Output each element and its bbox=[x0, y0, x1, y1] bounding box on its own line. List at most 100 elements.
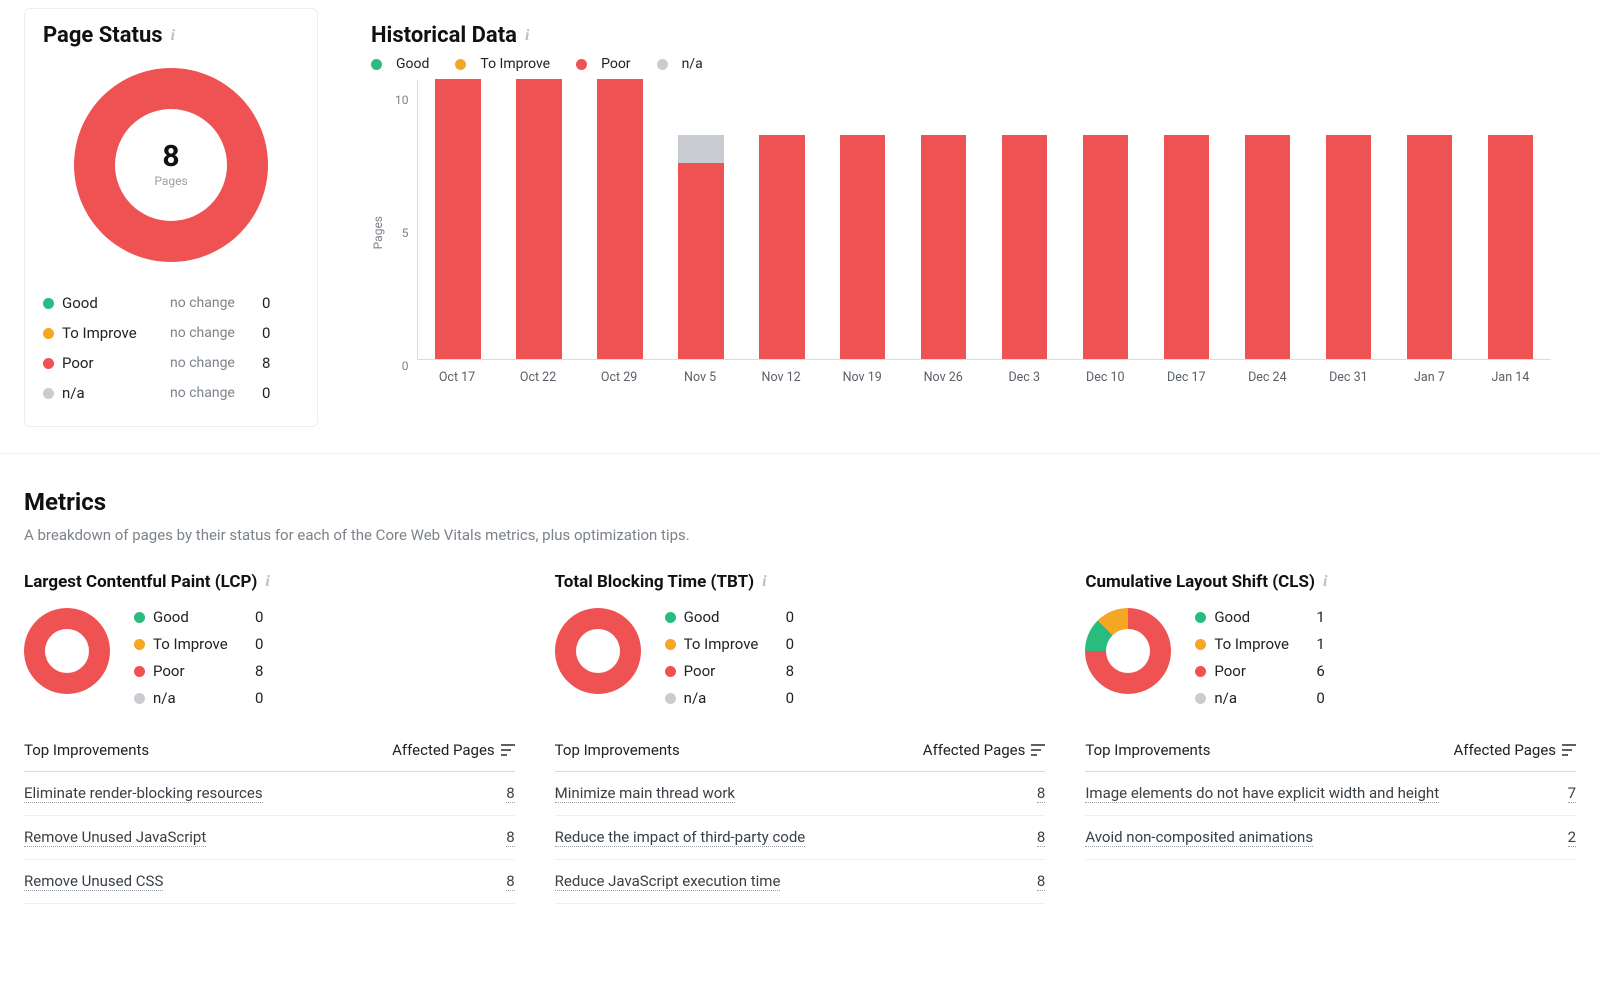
improvement-count[interactable]: 8 bbox=[1037, 784, 1045, 803]
legend-dot-icon bbox=[1195, 693, 1206, 704]
legend-dot-icon bbox=[134, 693, 145, 704]
legend-dot-icon bbox=[665, 666, 676, 677]
info-icon[interactable]: i bbox=[1323, 573, 1327, 591]
historical-bar[interactable] bbox=[418, 80, 499, 359]
metric-title: Largest Contentful Paint (LCP) i bbox=[24, 572, 515, 592]
legend-dot-icon bbox=[134, 666, 145, 677]
metric-legend-count: 0 bbox=[255, 689, 263, 707]
info-icon[interactable]: i bbox=[525, 27, 529, 45]
improvement-link[interactable]: Minimize main thread work bbox=[555, 784, 735, 803]
bar-segment-poor bbox=[1245, 135, 1290, 359]
legend-dot-icon bbox=[43, 298, 54, 309]
metric-legend-row: To Improve0 bbox=[134, 635, 263, 653]
legend-dot-icon bbox=[134, 612, 145, 623]
metric-legend-count: 8 bbox=[255, 662, 263, 680]
historical-chart: Pages 1050 Oct 17Oct 22Oct 29Nov 5Nov 12… bbox=[371, 80, 1551, 385]
historical-bar[interactable] bbox=[1389, 80, 1470, 359]
bar-segment-poor bbox=[1407, 135, 1452, 359]
legend-dot-icon bbox=[455, 59, 466, 70]
info-icon[interactable]: i bbox=[265, 573, 269, 591]
historical-legend-item: To Improve bbox=[455, 56, 550, 72]
page-status-center-value: 8 bbox=[162, 142, 179, 172]
metric-donut bbox=[555, 608, 641, 694]
improvement-count[interactable]: 7 bbox=[1568, 784, 1576, 803]
bar-segment-poor bbox=[921, 135, 966, 359]
legend-dot-icon bbox=[665, 693, 676, 704]
x-label: Dec 10 bbox=[1065, 370, 1146, 385]
metric-legend-label: Poor bbox=[1214, 662, 1316, 680]
x-label: Nov 19 bbox=[822, 370, 903, 385]
improvement-link[interactable]: Reduce JavaScript execution time bbox=[555, 872, 781, 891]
historical-bar[interactable] bbox=[741, 80, 822, 359]
metric-legend-label: Good bbox=[684, 608, 786, 626]
historical-bar[interactable] bbox=[498, 80, 579, 359]
metric-legend-row: Poor8 bbox=[665, 662, 794, 680]
improvement-link[interactable]: Remove Unused CSS bbox=[24, 872, 163, 891]
historical-legend: GoodTo ImprovePoorn/a bbox=[371, 56, 1551, 72]
page-status-card: Page Status i 8 Pages Goodno change0To I… bbox=[24, 8, 318, 427]
improvement-link[interactable]: Reduce the impact of third-party code bbox=[555, 828, 806, 847]
historical-bar[interactable] bbox=[903, 80, 984, 359]
improvement-link[interactable]: Remove Unused JavaScript bbox=[24, 828, 206, 847]
x-label: Jan 14 bbox=[1470, 370, 1551, 385]
legend-change: no change bbox=[170, 355, 262, 371]
improvement-count[interactable]: 8 bbox=[1037, 872, 1045, 891]
improvement-link[interactable]: Image elements do not have explicit widt… bbox=[1085, 784, 1439, 803]
historical-bars bbox=[417, 80, 1552, 360]
historical-bar[interactable] bbox=[579, 80, 660, 359]
improvements-header: Top ImprovementsAffected Pages bbox=[1085, 731, 1576, 772]
historical-bar[interactable] bbox=[1470, 80, 1551, 359]
historical-bar[interactable] bbox=[660, 80, 741, 359]
metric-title: Total Blocking Time (TBT) i bbox=[555, 572, 1046, 592]
legend-count: 8 bbox=[262, 354, 270, 372]
info-icon[interactable]: i bbox=[171, 27, 175, 45]
metric-legend-label: Poor bbox=[153, 662, 255, 680]
legend-dot-icon bbox=[665, 639, 676, 650]
improvement-link[interactable]: Avoid non-composited animations bbox=[1085, 828, 1313, 847]
x-label: Dec 31 bbox=[1308, 370, 1389, 385]
improvement-count[interactable]: 2 bbox=[1568, 828, 1576, 847]
improvement-count[interactable]: 8 bbox=[506, 872, 514, 891]
improvements-header-right[interactable]: Affected Pages bbox=[1453, 741, 1576, 759]
metric-legend-row: Poor8 bbox=[134, 662, 263, 680]
improvements-header-right[interactable]: Affected Pages bbox=[923, 741, 1046, 759]
improvement-link[interactable]: Eliminate render-blocking resources bbox=[24, 784, 263, 803]
legend-count: 0 bbox=[262, 294, 270, 312]
historical-bar[interactable] bbox=[1065, 80, 1146, 359]
improvements-header-left: Top Improvements bbox=[555, 741, 680, 759]
metrics-description: A breakdown of pages by their status for… bbox=[24, 526, 1576, 544]
improvement-count[interactable]: 8 bbox=[1037, 828, 1045, 847]
improvement-row: Remove Unused CSS 8 bbox=[24, 860, 515, 904]
historical-bar[interactable] bbox=[984, 80, 1065, 359]
legend-change: no change bbox=[170, 295, 262, 311]
y-tick: 10 bbox=[395, 93, 409, 107]
historical-bar[interactable] bbox=[1227, 80, 1308, 359]
improvements-header-right[interactable]: Affected Pages bbox=[392, 741, 515, 759]
page-status-legend-row: Poorno change8 bbox=[43, 348, 299, 378]
metric-legend-row: n/a0 bbox=[665, 689, 794, 707]
historical-bar[interactable] bbox=[1308, 80, 1389, 359]
improvements-header-left: Top Improvements bbox=[24, 741, 149, 759]
metric-legend-label: n/a bbox=[684, 689, 786, 707]
legend-label: Poor bbox=[62, 354, 170, 372]
historical-bar[interactable] bbox=[1146, 80, 1227, 359]
legend-count: 0 bbox=[262, 384, 270, 402]
info-icon[interactable]: i bbox=[762, 573, 766, 591]
legend-change: no change bbox=[170, 385, 262, 401]
metric-title: Cumulative Layout Shift (CLS) i bbox=[1085, 572, 1576, 592]
x-label: Nov 26 bbox=[903, 370, 984, 385]
legend-dot-icon bbox=[43, 388, 54, 399]
sort-icon bbox=[1562, 744, 1576, 756]
page-status-title: Page Status i bbox=[43, 23, 299, 48]
improvement-count[interactable]: 8 bbox=[506, 784, 514, 803]
metrics-grid: Largest Contentful Paint (LCP) i Good 0 To … bbox=[24, 572, 1576, 904]
page-status-legend: Goodno change0To Improveno change0Poorno… bbox=[43, 288, 299, 408]
historical-bar[interactable] bbox=[822, 80, 903, 359]
historical-title: Historical Data i bbox=[371, 23, 1551, 48]
metric-legend-count: 1 bbox=[1316, 635, 1324, 653]
metric-title-text: Total Blocking Time (TBT) bbox=[555, 572, 754, 592]
x-label: Oct 22 bbox=[498, 370, 579, 385]
metric-legend-count: 6 bbox=[1316, 662, 1324, 680]
x-label: Dec 3 bbox=[984, 370, 1065, 385]
improvement-count[interactable]: 8 bbox=[506, 828, 514, 847]
